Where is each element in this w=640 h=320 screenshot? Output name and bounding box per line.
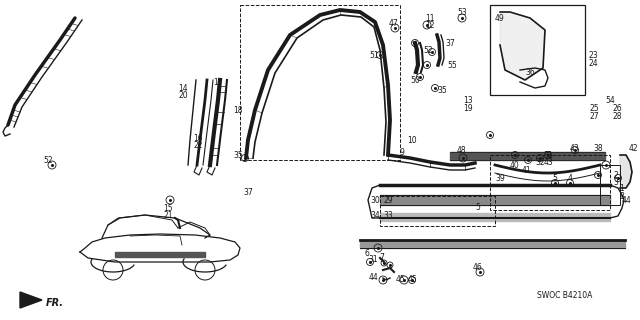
Text: 26: 26	[612, 103, 622, 113]
Bar	[490, 155, 610, 210]
Text: 18: 18	[233, 106, 243, 115]
Text: 20: 20	[178, 91, 188, 100]
Text: 12: 12	[425, 20, 435, 29]
Text: 22: 22	[193, 140, 203, 149]
Text: 35: 35	[233, 150, 243, 159]
Text: 38: 38	[593, 143, 603, 153]
Text: 25: 25	[589, 103, 599, 113]
Text: 31: 31	[543, 150, 553, 159]
Text: 42: 42	[628, 143, 638, 153]
Text: 5: 5	[476, 203, 481, 212]
Text: 52: 52	[43, 156, 53, 164]
Text: 15: 15	[163, 204, 173, 212]
Bar	[240, 5, 400, 160]
Text: 16: 16	[193, 133, 203, 142]
Text: 54: 54	[605, 95, 615, 105]
Polygon shape	[500, 12, 545, 80]
Text: 23: 23	[588, 51, 598, 60]
Text: 44: 44	[368, 274, 378, 283]
Text: FR.: FR.	[46, 298, 64, 308]
Text: 19: 19	[463, 103, 473, 113]
Text: 21: 21	[163, 211, 173, 220]
Text: 51: 51	[369, 51, 379, 60]
Text: 34: 34	[370, 211, 380, 220]
Text: 40: 40	[509, 161, 519, 170]
Text: 33: 33	[383, 211, 393, 220]
Text: 28: 28	[612, 111, 621, 121]
Polygon shape	[20, 292, 42, 308]
Text: 10: 10	[407, 135, 417, 145]
Text: 30: 30	[370, 196, 380, 204]
Text: 46: 46	[472, 263, 482, 273]
Text: 35: 35	[437, 85, 447, 94]
Text: 47: 47	[388, 19, 398, 28]
Text: 13: 13	[463, 95, 473, 105]
Text: 43: 43	[570, 143, 580, 153]
Bar	[490, 5, 585, 95]
Text: 3: 3	[614, 178, 618, 187]
Polygon shape	[620, 155, 632, 188]
Text: 55: 55	[447, 60, 457, 69]
Text: SWOC B4210A: SWOC B4210A	[537, 291, 593, 300]
Text: 52: 52	[423, 45, 433, 54]
Text: 7: 7	[380, 253, 385, 262]
Text: 44: 44	[621, 196, 631, 204]
Text: 39: 39	[495, 173, 505, 182]
Text: 1: 1	[620, 183, 625, 193]
Text: 37: 37	[445, 38, 455, 47]
Text: 27: 27	[589, 111, 599, 121]
Text: 53: 53	[457, 7, 467, 17]
Text: 37: 37	[243, 188, 253, 196]
Text: 31: 31	[368, 255, 378, 265]
Text: 49: 49	[494, 13, 504, 22]
Text: 4: 4	[568, 173, 572, 182]
Text: 5: 5	[552, 173, 557, 182]
Bar	[380, 196, 495, 226]
Text: 36: 36	[525, 68, 535, 76]
Text: 48: 48	[456, 146, 466, 155]
Text: 45: 45	[407, 276, 417, 284]
Text: 14: 14	[178, 84, 188, 92]
Text: 2: 2	[614, 171, 618, 180]
Text: 11: 11	[425, 13, 435, 22]
Text: 9: 9	[399, 148, 404, 156]
Text: 32: 32	[535, 157, 545, 166]
Text: 41: 41	[521, 165, 531, 174]
Text: 50: 50	[410, 76, 420, 84]
Text: 8: 8	[620, 191, 625, 201]
Text: 45: 45	[395, 276, 405, 284]
Bar	[600, 165, 620, 205]
Text: 24: 24	[588, 59, 598, 68]
Text: 17: 17	[213, 77, 223, 86]
Text: 29: 29	[383, 196, 393, 204]
Text: 6: 6	[365, 250, 369, 259]
Text: 43: 43	[543, 157, 553, 166]
